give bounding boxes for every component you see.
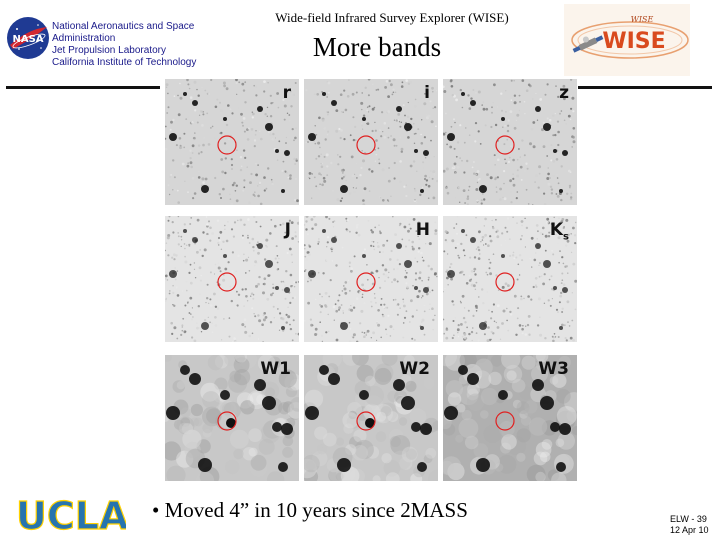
- target-circle: [356, 411, 376, 431]
- target-circle: [495, 272, 515, 292]
- slide-title: More bands: [312, 32, 442, 62]
- target-circle: [356, 272, 376, 292]
- org-line: National Aeronautics and Space: [52, 21, 195, 32]
- band-label: z: [559, 83, 569, 103]
- band-image-panel: J: [165, 216, 299, 342]
- band-label: W1: [260, 359, 291, 379]
- band-label: H: [415, 220, 430, 240]
- target-circle: [356, 135, 376, 155]
- footer-date: 12 Apr 10: [670, 525, 709, 535]
- target-circle: [217, 411, 237, 431]
- org-line: Administration: [52, 33, 116, 44]
- wise-logo: WISE WISE: [564, 4, 690, 76]
- header-divider-left: [6, 86, 160, 89]
- org-line: California Institute of Technology: [52, 57, 197, 68]
- org-line: Jet Propulsion Laboratory: [52, 45, 166, 56]
- organization-block: National Aeronautics and Space Administr…: [52, 21, 196, 69]
- header-divider-right: [578, 86, 712, 89]
- ucla-logo: UCLA: [14, 493, 129, 538]
- mission-title: Wide-field Infrared Survey Explorer (WIS…: [275, 10, 509, 25]
- band-label: W3: [538, 359, 569, 379]
- target-circle: [217, 135, 237, 155]
- band-label: r: [282, 83, 291, 103]
- target-circle: [217, 272, 237, 292]
- footer-slide-number: ELW - 39: [670, 514, 707, 524]
- band-image-panel: W3: [443, 355, 577, 481]
- band-label: Ks: [549, 220, 569, 243]
- bullet-point: • Moved 4” in 10 years since 2MASS: [152, 498, 468, 522]
- band-image-panel: W2: [304, 355, 438, 481]
- band-label: i: [424, 83, 430, 103]
- band-image-panel: Ks: [443, 216, 577, 342]
- band-image-panel: z: [443, 79, 577, 205]
- band-image-panel: H: [304, 216, 438, 342]
- slide-footer: ELW - 39 12 Apr 10: [670, 514, 709, 536]
- target-circle: [495, 135, 515, 155]
- svg-text:NASA: NASA: [12, 34, 43, 45]
- band-label: J: [284, 220, 291, 240]
- band-image-panel: i: [304, 79, 438, 205]
- band-image-panel: W1: [165, 355, 299, 481]
- svg-text:UCLA: UCLA: [16, 494, 126, 534]
- svg-text:WISE: WISE: [631, 15, 654, 24]
- svg-text:WISE: WISE: [602, 29, 665, 54]
- nasa-logo: NASA: [5, 15, 51, 61]
- band-image-panel: r: [165, 79, 299, 205]
- band-label: W2: [399, 359, 430, 379]
- target-circle: [495, 411, 515, 431]
